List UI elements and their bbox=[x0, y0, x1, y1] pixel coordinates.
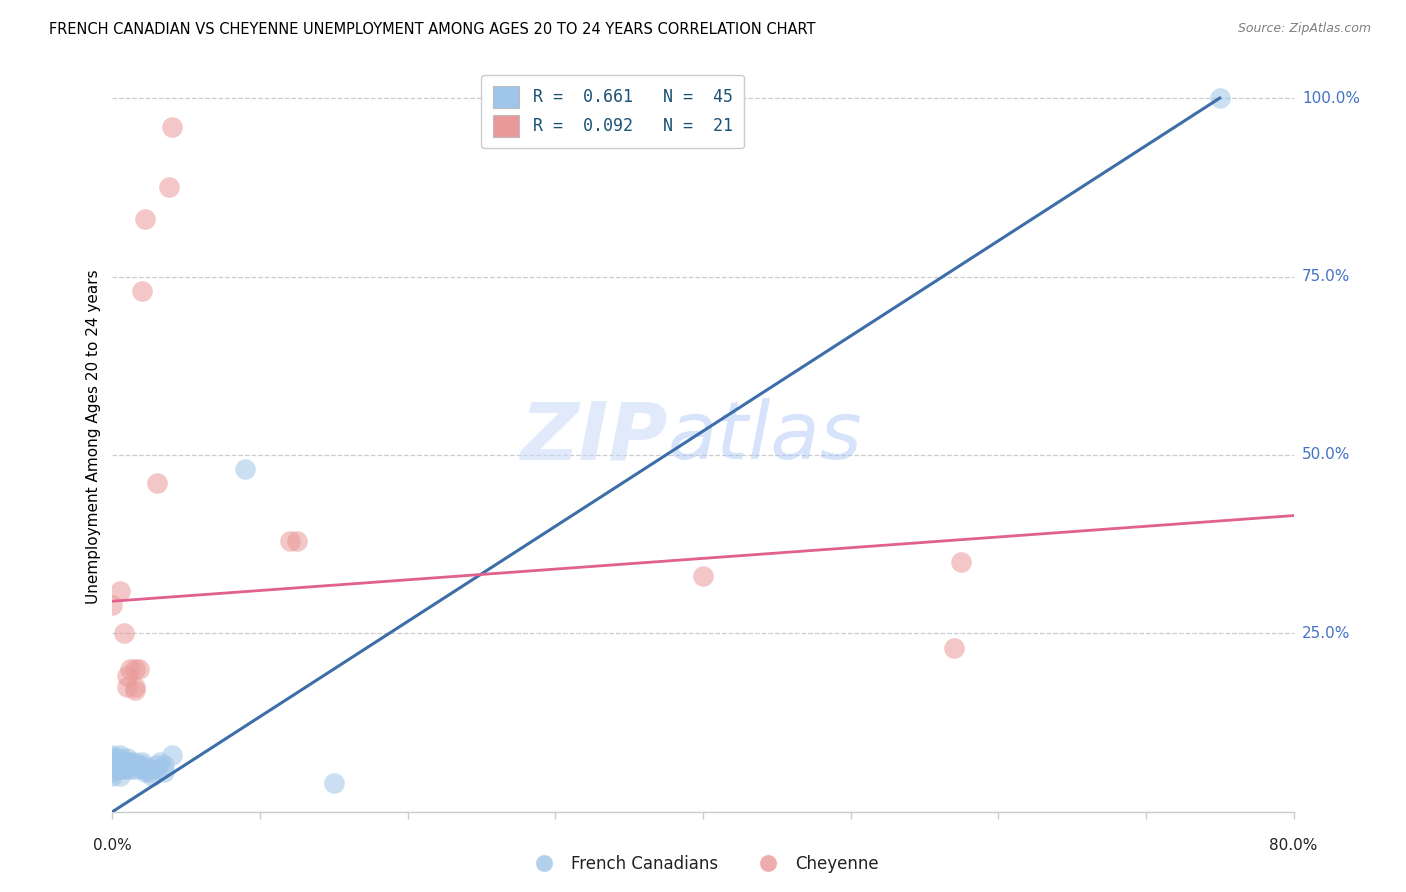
Point bbox=[146, 476, 169, 491]
Point bbox=[101, 751, 124, 765]
Point bbox=[101, 765, 124, 780]
Point bbox=[101, 747, 124, 762]
Point bbox=[134, 762, 156, 776]
Point bbox=[108, 769, 131, 783]
Point bbox=[153, 758, 176, 772]
Text: 25.0%: 25.0% bbox=[1302, 626, 1350, 640]
Point bbox=[149, 755, 172, 769]
Text: 75.0%: 75.0% bbox=[1302, 269, 1350, 284]
Point bbox=[942, 640, 965, 655]
Text: Source: ZipAtlas.com: Source: ZipAtlas.com bbox=[1237, 22, 1371, 36]
Point bbox=[101, 755, 124, 769]
Legend: French Canadians, Cheyenne: French Canadians, Cheyenne bbox=[522, 848, 884, 880]
Point bbox=[124, 762, 146, 776]
Point bbox=[233, 462, 256, 476]
Point bbox=[120, 762, 142, 776]
Text: 80.0%: 80.0% bbox=[1270, 838, 1317, 853]
Point bbox=[138, 765, 160, 780]
Text: atlas: atlas bbox=[668, 398, 862, 476]
Point bbox=[120, 662, 142, 676]
Point bbox=[101, 762, 124, 776]
Point bbox=[101, 769, 124, 783]
Point bbox=[124, 755, 146, 769]
Point bbox=[131, 284, 153, 298]
Point bbox=[124, 758, 146, 772]
Point bbox=[146, 762, 169, 776]
Point bbox=[101, 598, 124, 612]
Point bbox=[117, 762, 138, 776]
Point bbox=[128, 662, 150, 676]
Point bbox=[117, 680, 138, 694]
Point bbox=[160, 120, 183, 134]
Point bbox=[146, 758, 169, 772]
Point bbox=[108, 758, 131, 772]
Text: 50.0%: 50.0% bbox=[1302, 448, 1350, 462]
Point bbox=[108, 583, 131, 598]
Point bbox=[111, 758, 134, 772]
Point bbox=[120, 755, 142, 769]
Point bbox=[160, 747, 183, 762]
Point bbox=[111, 755, 134, 769]
Point bbox=[108, 751, 131, 765]
Point bbox=[124, 662, 146, 676]
Point bbox=[134, 765, 156, 780]
Point bbox=[153, 765, 176, 780]
Point bbox=[128, 758, 150, 772]
Point bbox=[138, 762, 160, 776]
Point bbox=[278, 533, 301, 548]
Point bbox=[124, 683, 146, 698]
Point bbox=[134, 212, 156, 227]
Point bbox=[515, 112, 537, 127]
Point bbox=[131, 762, 153, 776]
Text: FRENCH CANADIAN VS CHEYENNE UNEMPLOYMENT AMONG AGES 20 TO 24 YEARS CORRELATION C: FRENCH CANADIAN VS CHEYENNE UNEMPLOYMENT… bbox=[49, 22, 815, 37]
Point bbox=[323, 776, 346, 790]
Point bbox=[157, 180, 180, 194]
Point bbox=[117, 669, 138, 683]
Y-axis label: Unemployment Among Ages 20 to 24 years: Unemployment Among Ages 20 to 24 years bbox=[86, 269, 101, 605]
Point bbox=[108, 755, 131, 769]
Point bbox=[950, 555, 973, 569]
Point bbox=[108, 762, 131, 776]
Text: ZIP: ZIP bbox=[520, 398, 668, 476]
Legend: R =  0.661   N =  45, R =  0.092   N =  21: R = 0.661 N = 45, R = 0.092 N = 21 bbox=[481, 75, 744, 148]
Point bbox=[124, 680, 146, 694]
Point bbox=[117, 751, 138, 765]
Point bbox=[101, 758, 124, 772]
Point bbox=[120, 758, 142, 772]
Point bbox=[111, 762, 134, 776]
Point bbox=[108, 747, 131, 762]
Text: 100.0%: 100.0% bbox=[1302, 91, 1360, 105]
Text: 0.0%: 0.0% bbox=[93, 838, 132, 853]
Point bbox=[131, 755, 153, 769]
Point bbox=[1208, 91, 1232, 105]
Point bbox=[117, 758, 138, 772]
Point bbox=[117, 755, 138, 769]
Point bbox=[285, 533, 308, 548]
Point bbox=[141, 769, 163, 783]
Point bbox=[692, 569, 714, 583]
Point bbox=[112, 626, 135, 640]
Point bbox=[131, 758, 153, 772]
